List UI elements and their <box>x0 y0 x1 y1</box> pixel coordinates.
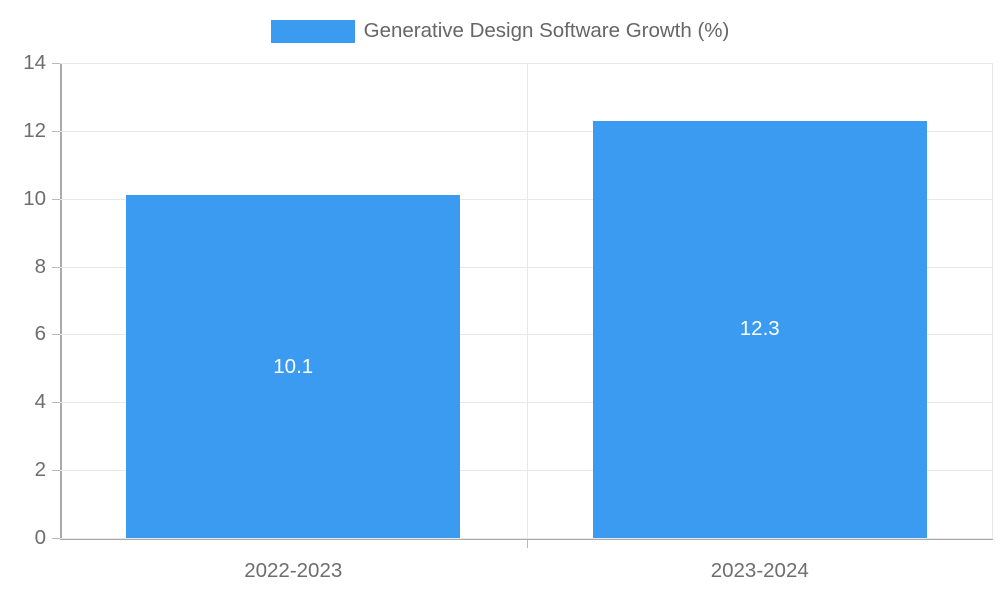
y-gridline <box>60 63 993 64</box>
x-tick-label: 2022-2023 <box>244 559 343 582</box>
y-tick-label: 6 <box>34 322 46 346</box>
y-tick-label: 12 <box>23 118 46 142</box>
bar[interactable]: 10.1 <box>126 195 461 538</box>
y-gridline <box>60 198 993 200</box>
legend-item-generative-design-software-growth[interactable]: Generative Design Software Growth (%) <box>270 18 730 43</box>
x-tick-mark <box>526 540 528 548</box>
y-tick-label: 2 <box>34 457 46 481</box>
y-tick-label: 14 <box>23 50 46 74</box>
y-tick-mark <box>52 334 60 336</box>
y-tick-mark <box>52 130 60 132</box>
y-gridline <box>60 538 993 539</box>
y-tick-mark <box>52 63 60 64</box>
x-axis-spine <box>60 538 993 540</box>
y-tick-mark <box>52 538 60 539</box>
y-axis-spine <box>60 63 62 538</box>
legend-color-swatch-icon <box>270 19 355 43</box>
x-gridline <box>527 63 528 538</box>
y-tick-mark <box>52 266 60 268</box>
y-tick-label: 10 <box>23 186 46 210</box>
y-tick-mark <box>52 470 60 472</box>
y-gridline <box>60 334 993 336</box>
plot-right-border <box>992 63 993 538</box>
y-gridline <box>60 130 993 132</box>
y-tick-label: 4 <box>34 390 46 414</box>
x-tick-label: 2023-2024 <box>710 559 809 582</box>
y-tick-mark <box>52 402 60 404</box>
y-tick-label: 0 <box>34 525 46 549</box>
y-gridline <box>60 470 993 472</box>
legend-label: Generative Design Software Growth (%) <box>363 18 730 42</box>
y-gridline <box>60 266 993 268</box>
y-gridline <box>60 402 993 404</box>
chart-legend: Generative Design Software Growth (%) <box>0 12 1000 50</box>
y-axis-tick-labels: 0 2 4 6 8 10 12 14 <box>0 0 46 600</box>
y-tick-mark <box>52 198 60 200</box>
y-tick-label: 8 <box>34 254 46 278</box>
